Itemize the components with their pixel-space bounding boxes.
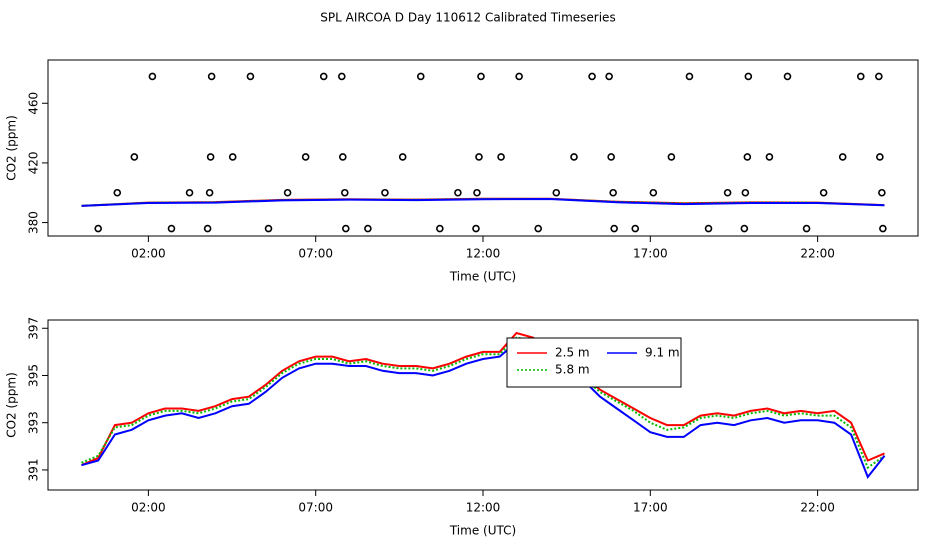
- flag-point: [876, 153, 884, 161]
- flag-point: [246, 72, 255, 81]
- flag-point: [342, 224, 350, 233]
- flag-point: [605, 72, 613, 81]
- flag-point: [740, 224, 749, 233]
- x-tick-label: 12:00: [466, 501, 501, 515]
- series-line: [81, 331, 885, 467]
- y-tick-label: 380: [27, 211, 41, 234]
- flag-point: [819, 188, 828, 197]
- flag-point: [472, 224, 480, 233]
- flag-point: [381, 188, 389, 197]
- flag-point: [744, 72, 753, 81]
- flag-point: [765, 153, 774, 161]
- flag-point: [477, 72, 485, 81]
- flag-point: [838, 153, 847, 161]
- y-tick-label: 420: [27, 151, 41, 174]
- flag-point: [337, 72, 346, 81]
- flag-point: [802, 224, 811, 233]
- flag-point: [416, 72, 425, 81]
- flag-point: [723, 188, 732, 197]
- flag-point: [631, 224, 640, 233]
- legend-label: 2.5 m: [555, 346, 590, 360]
- flag-point: [167, 224, 176, 233]
- flag-point: [685, 72, 694, 81]
- x-tick-label: 02:00: [131, 247, 166, 261]
- legend-label: 5.8 m: [555, 363, 590, 377]
- flag-point: [398, 153, 407, 161]
- flag-point: [667, 153, 676, 161]
- flag-point: [454, 188, 462, 197]
- flag-point: [875, 72, 883, 81]
- series-line: [81, 197, 885, 207]
- plot-box: [47, 319, 919, 491]
- flag-point: [207, 72, 216, 81]
- series-line: [81, 341, 886, 479]
- x-tick-label: 22:00: [800, 247, 835, 261]
- flag-point: [283, 188, 292, 197]
- flag-point: [570, 153, 578, 161]
- flag-point: [704, 224, 713, 233]
- x-tick-label: 07:00: [298, 501, 333, 515]
- flag-point: [264, 224, 273, 233]
- flag-point: [878, 188, 886, 197]
- flag-point: [588, 72, 596, 81]
- flag-point: [534, 224, 543, 233]
- y-tick-label: 391: [27, 458, 41, 481]
- flag-point: [341, 188, 349, 197]
- flag-point: [879, 224, 887, 233]
- flag-point: [113, 188, 122, 197]
- legend-box: [506, 337, 682, 388]
- x-axis-label: Time (UTC): [449, 524, 516, 538]
- flag-point: [319, 72, 328, 81]
- x-tick-label: 17:00: [633, 247, 668, 261]
- flag-point: [515, 72, 523, 81]
- flag-point: [301, 153, 310, 161]
- flag-point: [610, 224, 618, 233]
- flag-point: [205, 188, 214, 197]
- plot-box: [47, 59, 919, 237]
- flag-point: [148, 72, 157, 81]
- x-tick-label: 17:00: [633, 501, 668, 515]
- series-line: [81, 336, 886, 470]
- y-tick-label: 395: [27, 364, 41, 387]
- flag-point: [473, 188, 481, 197]
- x-axis-label: Time (UTC): [449, 270, 516, 284]
- x-tick-label: 07:00: [298, 247, 333, 261]
- flag-point: [856, 72, 865, 81]
- flag-point: [364, 224, 372, 233]
- flag-point: [741, 188, 750, 197]
- flag-point: [94, 224, 102, 233]
- x-tick-label: 02:00: [131, 501, 166, 515]
- flag-point: [206, 153, 215, 161]
- flag-point: [607, 153, 615, 161]
- flag-point: [497, 153, 505, 161]
- chart-title: SPL AIRCOA D Day 110612 Calibrated Times…: [320, 11, 615, 25]
- flag-point: [130, 153, 139, 161]
- legend-label: 9.1 m: [645, 346, 680, 360]
- flag-point: [743, 153, 752, 161]
- flag-point: [228, 153, 237, 161]
- y-axis-label: CO2 (ppm): [5, 115, 19, 181]
- flag-point: [338, 153, 347, 161]
- x-tick-label: 22:00: [800, 501, 835, 515]
- y-tick-label: 460: [27, 92, 41, 115]
- flag-point: [436, 224, 444, 233]
- flag-point: [783, 72, 792, 81]
- flag-point: [649, 188, 658, 197]
- y-axis-label: CO2 (ppm): [5, 372, 19, 438]
- flag-point: [475, 153, 483, 161]
- y-tick-label: 397: [27, 317, 41, 340]
- flag-point: [552, 188, 561, 197]
- flag-point: [609, 188, 617, 197]
- flag-point: [185, 188, 194, 197]
- x-tick-label: 12:00: [466, 247, 501, 261]
- flag-point: [203, 224, 212, 233]
- y-tick-label: 393: [27, 411, 41, 434]
